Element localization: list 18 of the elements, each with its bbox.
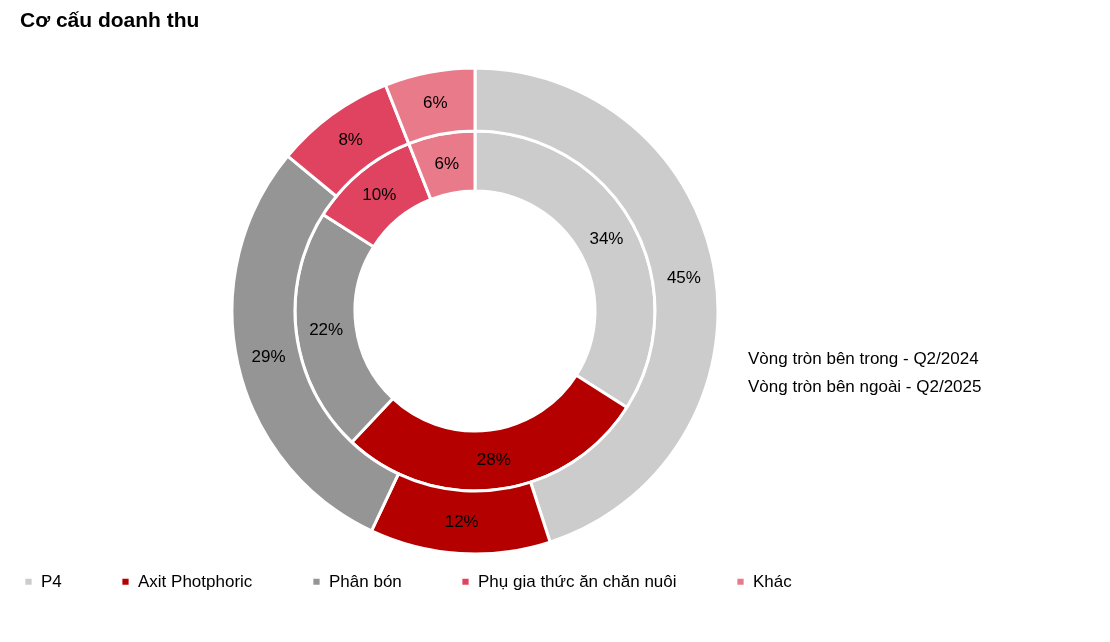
legend-label: Phân bón bbox=[329, 571, 402, 591]
data-label: 10% bbox=[362, 185, 397, 205]
data-label: 29% bbox=[251, 347, 286, 367]
legend-label: Phụ gia thức ăn chăn nuôi bbox=[478, 571, 677, 591]
data-label: 45% bbox=[666, 267, 701, 287]
legend-label: Axit Photphoric bbox=[138, 571, 253, 591]
data-label: 8% bbox=[338, 129, 363, 149]
data-label: 12% bbox=[444, 512, 479, 532]
text: Vòng tròn bên trong - Q2/2024 bbox=[748, 349, 979, 368]
text: Vòng tròn bên ngoài - Q2/2025 bbox=[748, 377, 982, 396]
data-label: 6% bbox=[434, 153, 460, 173]
data-label: 6% bbox=[423, 93, 448, 113]
data-label: 34% bbox=[589, 228, 624, 248]
legend-label: Khác bbox=[753, 571, 793, 591]
data-label: 22% bbox=[309, 319, 344, 339]
legend-label: P4 bbox=[41, 571, 62, 591]
chart-title: Cơ cấu doanh thu bbox=[20, 8, 200, 31]
data-label: 28% bbox=[476, 449, 511, 469]
